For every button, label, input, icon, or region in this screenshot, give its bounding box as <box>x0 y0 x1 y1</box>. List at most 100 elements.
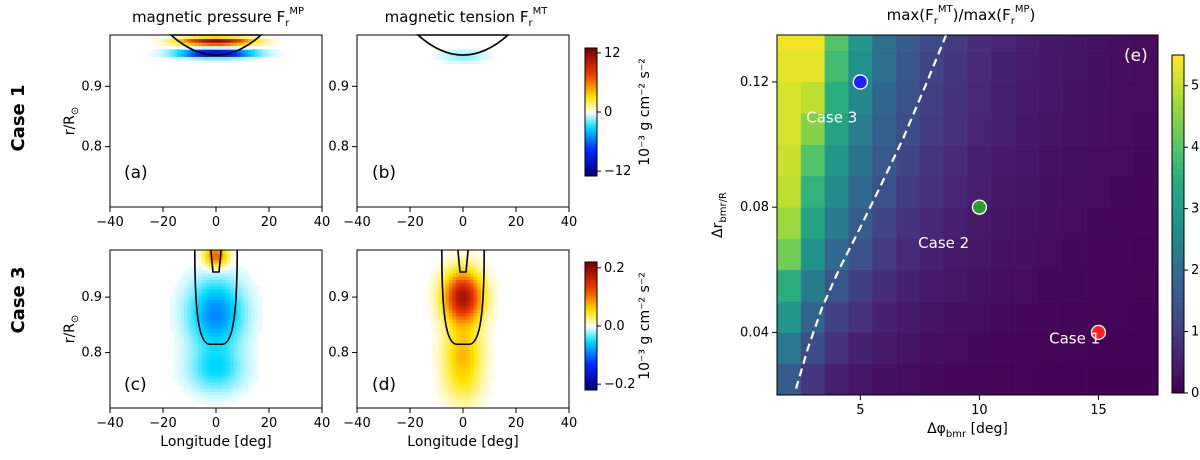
field-cell <box>184 299 189 304</box>
field-cell <box>452 384 457 389</box>
field-cell <box>441 401 446 406</box>
heat-cell <box>943 269 968 302</box>
colorbar-cell <box>1172 291 1184 298</box>
field-cell <box>254 302 259 307</box>
heat-cell <box>1062 238 1087 271</box>
field-cell <box>208 292 213 297</box>
field-cell <box>452 398 457 402</box>
field-cell <box>212 322 217 327</box>
field-cell <box>230 355 235 360</box>
field-cell <box>177 352 182 356</box>
colorbar-cell <box>1172 274 1184 281</box>
field-cell <box>184 381 189 386</box>
field-cell <box>226 352 231 356</box>
colorbar-cell <box>585 109 597 113</box>
field-cell <box>216 335 220 340</box>
field-cell <box>459 286 464 290</box>
field-cell <box>466 289 471 294</box>
field-cell <box>198 296 203 300</box>
field-cell <box>187 378 192 383</box>
field-cell <box>194 329 199 333</box>
heat-cell <box>1110 269 1135 302</box>
field-cell <box>247 332 252 336</box>
field-cell <box>208 352 213 356</box>
field-cell <box>470 309 474 313</box>
field-cell <box>219 371 224 376</box>
field-cell <box>448 358 453 363</box>
field-cell <box>201 253 206 257</box>
heat-cell <box>1086 113 1111 145</box>
field-cell <box>448 292 453 297</box>
field-cell <box>177 292 182 297</box>
field-cell <box>205 345 210 350</box>
field-cell <box>441 388 446 392</box>
field-cell <box>269 52 273 57</box>
field-cell <box>251 342 256 346</box>
heat-cell <box>919 144 944 177</box>
field-cell <box>244 286 249 290</box>
field-cell <box>201 322 206 327</box>
field-cell <box>470 60 474 65</box>
field-cell <box>459 250 464 254</box>
field-cell <box>244 319 249 323</box>
field-cell <box>208 332 213 336</box>
field-cell <box>463 60 467 65</box>
field-cell <box>480 342 485 346</box>
field-cell <box>173 312 178 317</box>
field-cell <box>226 315 231 320</box>
field-cell <box>445 282 450 287</box>
field-cell <box>237 286 242 290</box>
field-cell <box>201 381 206 386</box>
field-cell <box>244 276 249 281</box>
field-cell <box>230 286 235 290</box>
heat-cell <box>1134 175 1159 208</box>
heat-cell <box>1038 332 1064 364</box>
field-cell <box>219 394 224 399</box>
field-cell <box>455 381 460 386</box>
field-cell <box>247 358 252 363</box>
field-cell <box>455 384 460 389</box>
field-cell <box>219 335 224 340</box>
field-cell <box>184 49 189 54</box>
field-cell <box>265 38 270 43</box>
field-cell <box>455 348 460 353</box>
field-cell <box>438 56 443 61</box>
field-cell <box>184 388 189 392</box>
field-cell <box>187 35 192 39</box>
heat-cell <box>1134 113 1159 145</box>
colorbar-cell <box>585 274 597 278</box>
field-cell <box>240 352 245 356</box>
field-cell <box>484 394 489 399</box>
field-cell <box>473 286 478 290</box>
field-cell <box>491 342 496 346</box>
field-cell <box>219 365 224 369</box>
field-cell <box>491 375 496 379</box>
field-cell <box>240 329 245 333</box>
field-cell <box>226 296 231 300</box>
colorbar-cell <box>1172 381 1184 388</box>
field-cell <box>470 56 474 61</box>
field-cell <box>473 253 478 257</box>
field-cell <box>441 56 446 61</box>
field-cell <box>459 312 464 317</box>
x-tick-label: −40 <box>96 416 123 431</box>
field-cell <box>205 45 210 50</box>
heat-cell <box>919 50 944 83</box>
field-cell <box>187 42 192 47</box>
field-cell <box>219 319 224 323</box>
field-cell <box>254 345 259 350</box>
field-cell <box>431 286 436 290</box>
field-cell <box>191 52 196 57</box>
field-cell <box>240 384 245 389</box>
field-cell <box>463 282 467 287</box>
field-cell <box>205 401 210 406</box>
heat-cell <box>1062 175 1087 208</box>
heat-cell <box>896 50 921 83</box>
field-cell <box>445 381 450 386</box>
field-cell <box>470 292 474 297</box>
field-cell <box>487 282 492 287</box>
field-cell <box>198 325 203 330</box>
field-cell <box>247 365 252 369</box>
field-cell <box>254 371 259 376</box>
field-cell <box>480 398 485 402</box>
